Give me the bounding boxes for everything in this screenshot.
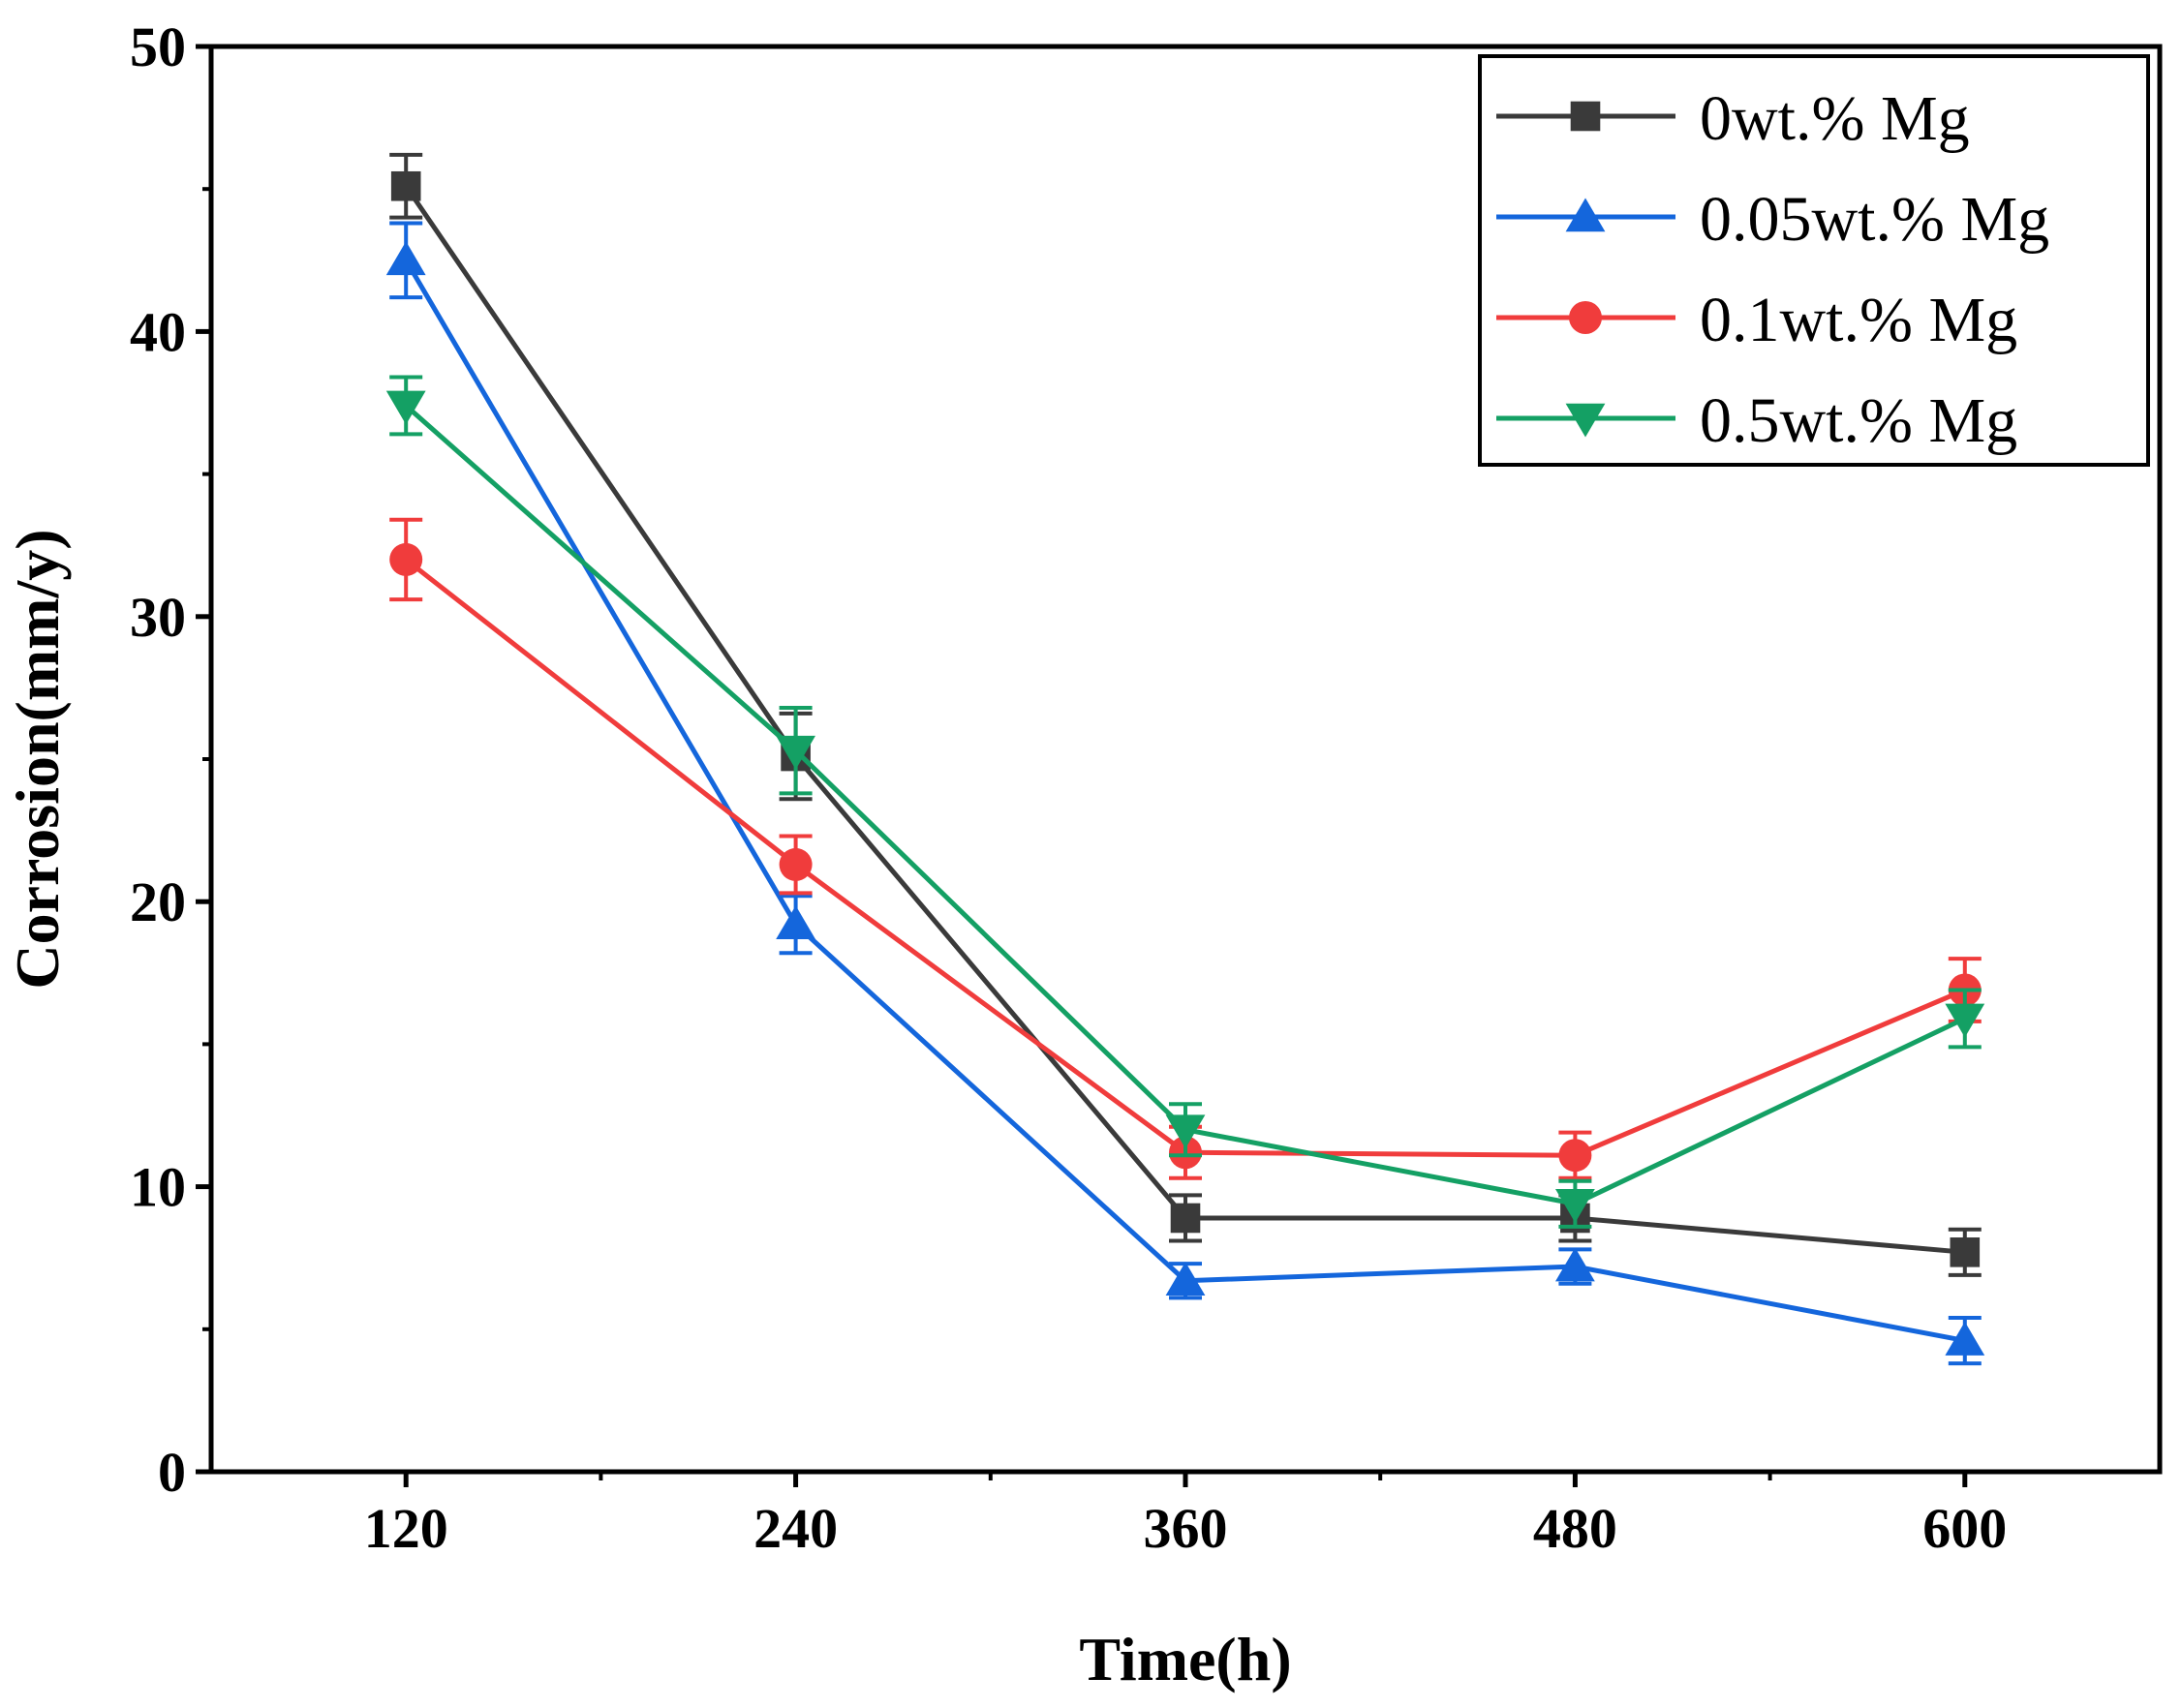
series-3	[385, 375, 1985, 1229]
legend-item-1: 0.05wt.% Mg	[1496, 184, 2049, 255]
x-tick-label: 600	[1922, 1497, 2007, 1560]
legend-marker	[1569, 301, 1602, 334]
y-tick-label: 30	[130, 586, 186, 649]
data-point	[1555, 1188, 1595, 1223]
x-tick-label: 240	[753, 1497, 838, 1560]
legend-label: 0wt.% Mg	[1700, 83, 1970, 154]
series-line	[404, 557, 1966, 1158]
legend-label: 0.5wt.% Mg	[1700, 385, 2017, 456]
data-point	[776, 905, 815, 940]
series-2	[389, 517, 1982, 1180]
data-point	[1555, 1247, 1595, 1282]
data-point	[390, 170, 421, 201]
series-1	[385, 221, 1985, 1366]
data-point	[1165, 1262, 1206, 1296]
legend-marker	[1565, 198, 1606, 232]
legend: 0wt.% Mg 0.05wt.% Mg 0.1wt.% Mg 0.5wt.% Mg	[1478, 54, 2150, 467]
data-point	[389, 542, 423, 576]
y-tick-label: 40	[130, 300, 186, 363]
ticks-layer: 0 10 20 30 40 50 120 240 360 480 600	[130, 15, 2007, 1560]
data-point	[385, 241, 426, 276]
data-point	[385, 390, 426, 425]
data-point	[1945, 1003, 1985, 1038]
legend-marker	[1565, 403, 1606, 438]
legend-item-3: 0.5wt.% Mg	[1496, 385, 2017, 456]
legend-label: 0.05wt.% Mg	[1700, 184, 2049, 255]
y-tick-label: 10	[130, 1156, 186, 1219]
y-tick-label: 20	[130, 870, 186, 933]
data-point	[779, 847, 813, 881]
y-tick-label: 0	[158, 1441, 186, 1504]
data-point	[1950, 1237, 1981, 1267]
legend-item-0: 0wt.% Mg	[1496, 83, 1970, 154]
data-point	[776, 735, 815, 770]
data-point	[1170, 1203, 1201, 1234]
x-tick-label: 360	[1144, 1497, 1228, 1560]
data-point	[1945, 1322, 1985, 1356]
legend-item-2: 0.1wt.% Mg	[1496, 285, 2017, 355]
y-axis-title: Corrosion(mm/y)	[3, 529, 72, 989]
data-point	[1165, 1114, 1206, 1149]
x-tick-label: 480	[1533, 1497, 1617, 1560]
data-point	[1558, 1139, 1592, 1173]
y-tick-label: 50	[130, 15, 186, 78]
legend-label: 0.1wt.% Mg	[1700, 285, 2017, 355]
x-tick-label: 120	[364, 1497, 448, 1560]
series-layer	[385, 152, 1985, 1366]
legend-marker	[1570, 101, 1601, 132]
x-axis-title: Time(h)	[1079, 1625, 1291, 1693]
